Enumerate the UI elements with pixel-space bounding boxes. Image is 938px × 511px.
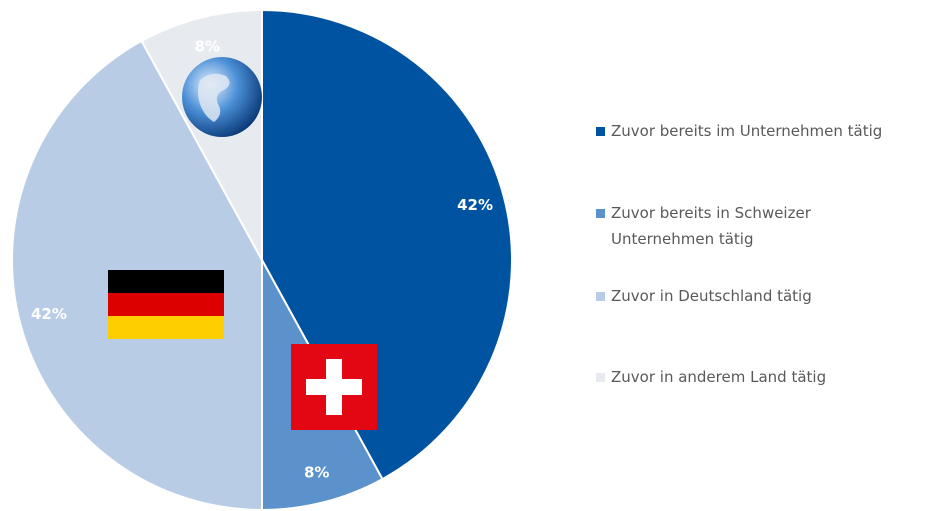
germany-flag <box>108 270 224 339</box>
legend-swatch <box>596 209 605 218</box>
legend-item: Zuvor in Deutschland tätig <box>596 283 812 309</box>
legend-item: Zuvor bereits in Schweizer Unternehmen t… <box>596 200 811 252</box>
data-label: 42% <box>31 305 67 323</box>
legend-item: Zuvor in anderem Land tätig <box>596 364 826 390</box>
legend-item: Zuvor bereits im Unternehmen tätig <box>596 118 882 144</box>
legend-swatch <box>596 127 605 136</box>
swiss-flag <box>291 344 377 430</box>
legend-swatch <box>596 373 605 382</box>
legend-label: Zuvor in anderem Land tätig <box>611 364 826 390</box>
data-label: 42% <box>457 196 493 214</box>
chart: 42% 8% 42% 8% Zuvor bereits im Unternehmen … <box>0 0 938 511</box>
data-label: 8% <box>195 37 220 55</box>
globe-icon <box>182 57 262 137</box>
legend-label: Zuvor bereits in Schweizer Unternehmen t… <box>611 200 811 252</box>
pie-chart: 42% 8% 42% 8% <box>0 0 938 511</box>
data-label: 8% <box>304 464 329 482</box>
legend-swatch <box>596 292 605 301</box>
legend-label: Zuvor in Deutschland tätig <box>611 283 812 309</box>
legend-label: Zuvor bereits im Unternehmen tätig <box>611 118 882 144</box>
